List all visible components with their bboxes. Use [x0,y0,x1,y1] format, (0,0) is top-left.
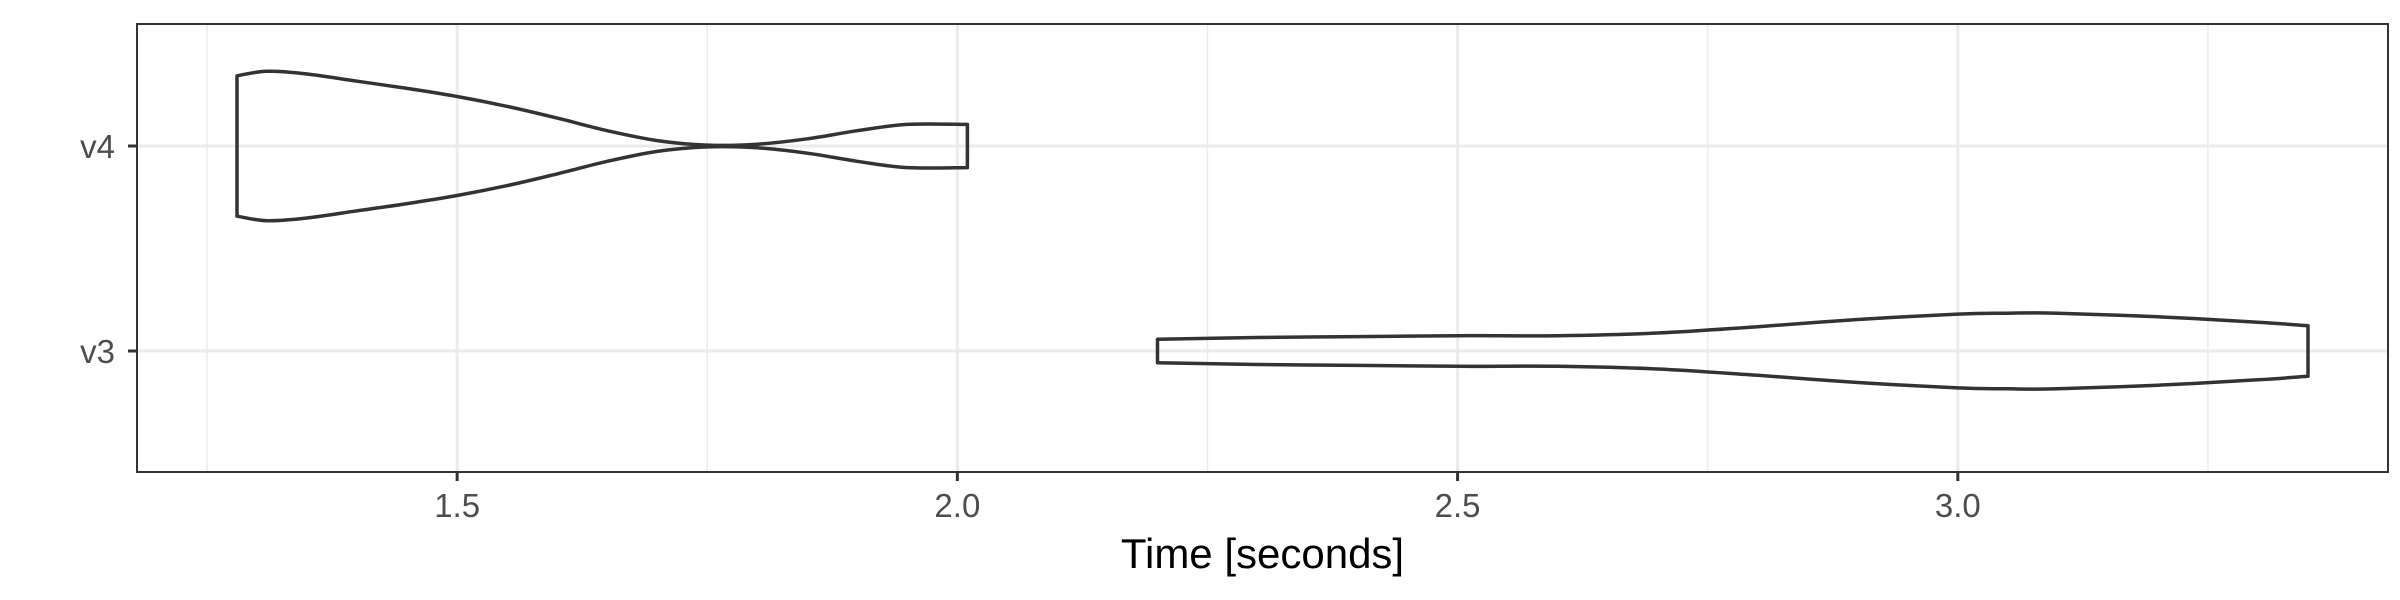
y-axis: v3 v4 [80,128,137,370]
x-tick-label: 3.0 [1935,487,1981,524]
x-tick-label: 1.5 [434,487,480,524]
y-tick-label: v4 [80,128,115,165]
violin-v3 [1155,311,2310,391]
violin-layer [235,69,2310,391]
x-axis: 1.5 2.0 2.5 3.0 [434,472,1981,524]
violin-v4 [235,69,970,223]
y-tick-label: v3 [80,333,115,370]
x-axis-title: Time [seconds] [1121,530,1404,577]
grid-lines [137,24,2388,472]
panel-border [136,23,2389,473]
x-tick-label: 2.5 [1435,487,1481,524]
x-tick-label: 2.0 [934,487,980,524]
